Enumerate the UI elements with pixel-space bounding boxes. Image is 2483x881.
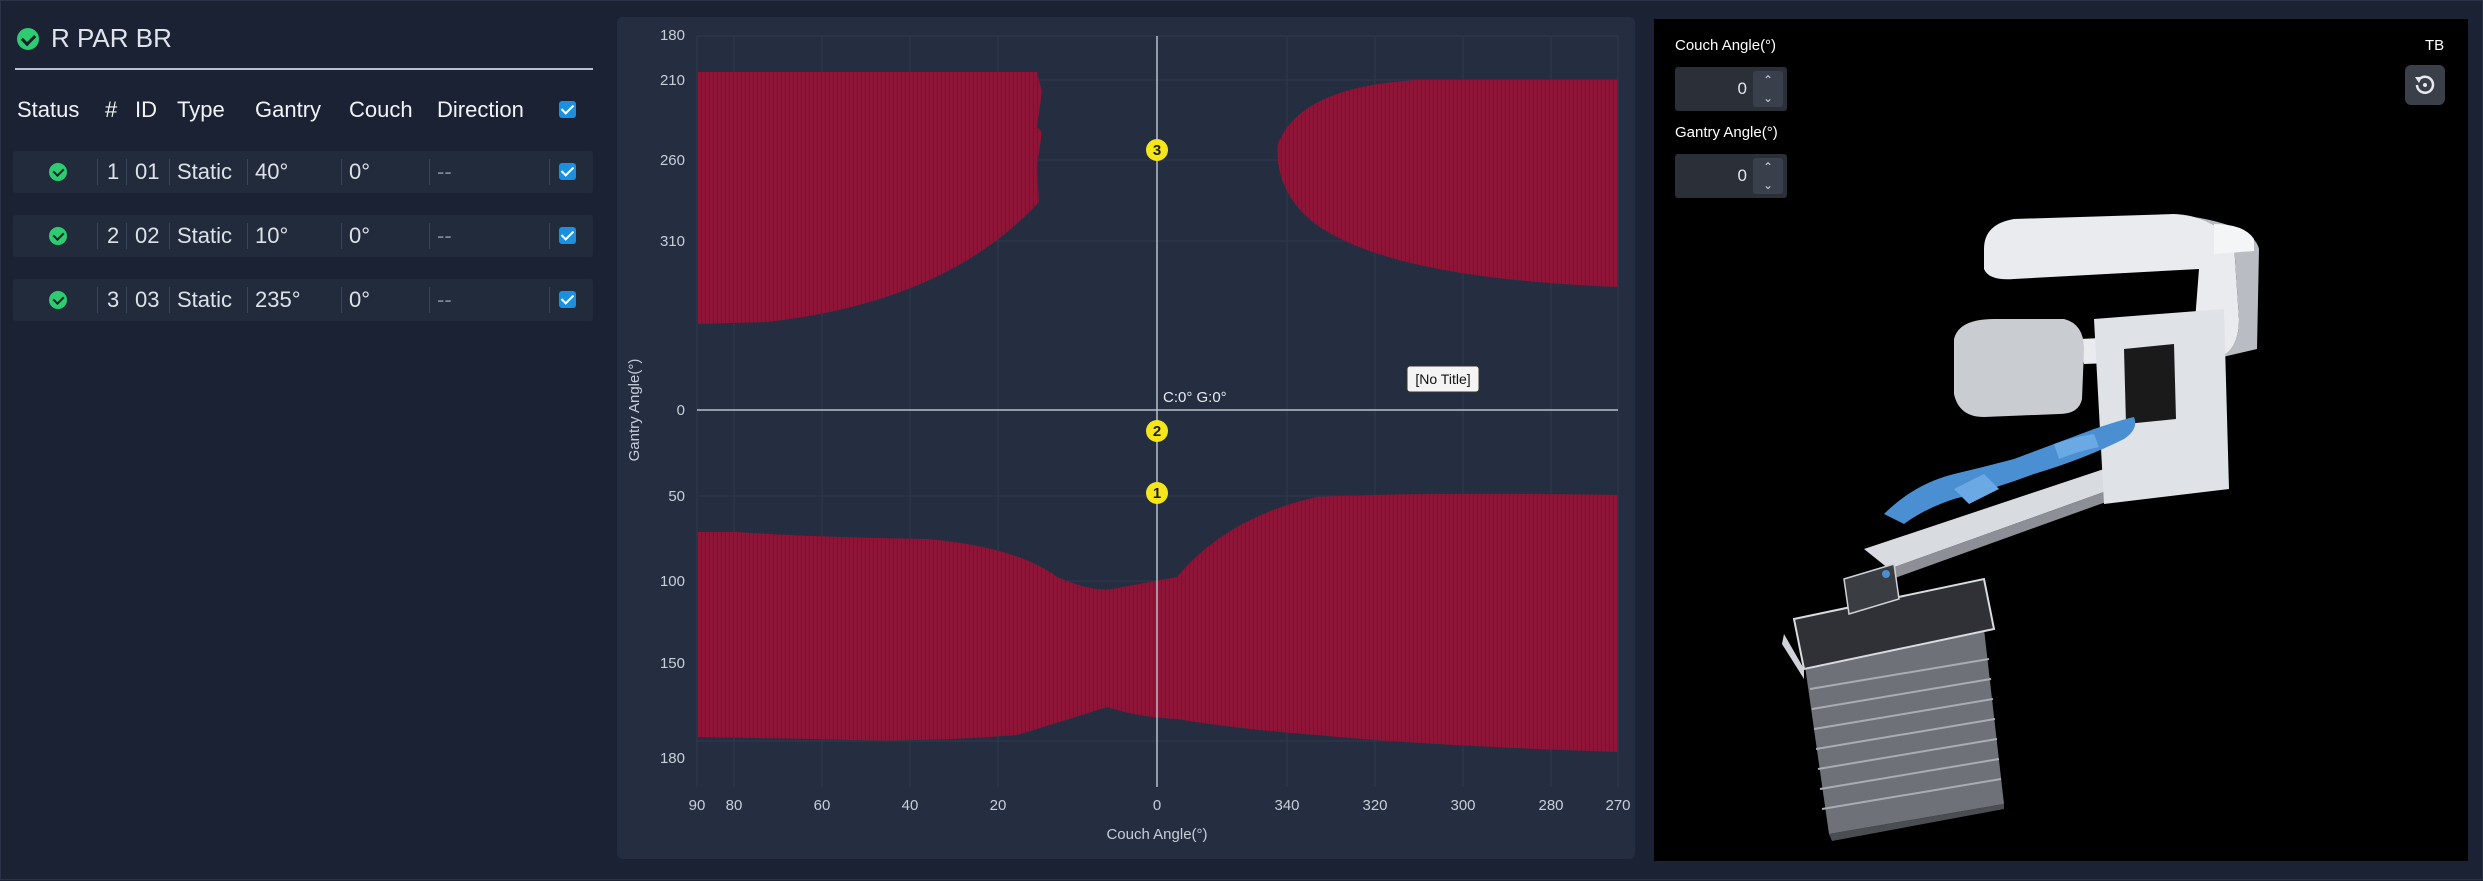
rotate-reset-icon bbox=[2415, 75, 2435, 94]
chevron-down-icon[interactable]: ⌄ bbox=[1762, 178, 1774, 192]
svg-text:2: 2 bbox=[1153, 423, 1161, 440]
x-tick-label: 60 bbox=[814, 797, 831, 814]
status-ok-icon bbox=[49, 291, 67, 309]
chevron-up-icon[interactable]: ⌃ bbox=[1762, 73, 1774, 87]
chevron-down-icon[interactable]: ⌄ bbox=[1762, 91, 1774, 105]
gantry-angle-input[interactable]: 0 ⌃ ⌄ bbox=[1675, 154, 1787, 198]
svg-text:[No Title]: [No Title] bbox=[1415, 371, 1470, 387]
table-row[interactable]: 1 01 Static 40° 0° -- bbox=[13, 151, 593, 193]
y-tick-label: 100 bbox=[660, 573, 685, 590]
status-ok-icon bbox=[49, 163, 67, 181]
status-ok-icon bbox=[49, 227, 67, 245]
couch-base bbox=[1782, 577, 2004, 841]
reset-view-button[interactable] bbox=[2405, 65, 2445, 105]
beam-marker-1[interactable]: 1 bbox=[1146, 482, 1168, 504]
row-direction: -- bbox=[437, 287, 452, 312]
collision-region bbox=[697, 72, 1042, 324]
couch-top bbox=[1843, 459, 2156, 615]
row-gantry: 235° bbox=[255, 287, 301, 312]
chart-tooltip: [No Title] bbox=[1406, 365, 1480, 393]
x-tick-label: 20 bbox=[990, 797, 1007, 814]
row-couch: 0° bbox=[349, 223, 371, 248]
row-checkbox[interactable] bbox=[559, 291, 576, 308]
y-tick-label: 0 bbox=[677, 402, 685, 419]
row-checkbox[interactable] bbox=[559, 227, 576, 244]
row-type: Static bbox=[177, 287, 233, 312]
x-tick-label: 270 bbox=[1605, 797, 1630, 814]
3d-view-panel[interactable]: Couch Angle(°) TB 0 ⌃ ⌄ Gantry Angle(°) … bbox=[1654, 19, 2468, 861]
y-tick-label: 260 bbox=[660, 152, 685, 169]
beam-marker-3[interactable]: 3 bbox=[1146, 139, 1168, 161]
x-tick-label: 320 bbox=[1362, 797, 1387, 814]
header-status: Status bbox=[17, 97, 80, 122]
table-row[interactable]: 2 02 Static 10° 0° -- bbox=[13, 215, 593, 257]
plan-header: R PAR BR bbox=[17, 23, 172, 54]
couch-angle-value[interactable]: 0 bbox=[1737, 79, 1747, 98]
row-id: 02 bbox=[135, 223, 160, 248]
row-type: Static bbox=[177, 223, 233, 248]
y-axis-title: Gantry Angle(°) bbox=[626, 359, 643, 462]
svg-text:1: 1 bbox=[1153, 485, 1161, 502]
x-tick-label: 300 bbox=[1450, 797, 1475, 814]
couch-angle-stepper[interactable]: ⌃ ⌄ bbox=[1753, 71, 1783, 107]
row-couch: 0° bbox=[349, 287, 371, 312]
y-tick-label: 210 bbox=[660, 72, 685, 89]
couch-angle-input[interactable]: 0 ⌃ ⌄ bbox=[1675, 67, 1787, 111]
x-tick-label: 340 bbox=[1274, 797, 1299, 814]
table-row[interactable]: 3 03 Static 235° 0° -- bbox=[13, 279, 593, 321]
svg-text:3: 3 bbox=[1153, 142, 1161, 159]
row-direction: -- bbox=[437, 223, 452, 248]
check-circle-icon bbox=[17, 27, 39, 50]
crosshair-label: C:0° G:0° bbox=[1163, 389, 1227, 406]
row-num: 3 bbox=[107, 287, 120, 312]
gantry-angle-value[interactable]: 0 bbox=[1737, 166, 1747, 185]
collision-region bbox=[1277, 80, 1618, 287]
linac-3d-model bbox=[1782, 214, 2259, 841]
header-direction: Direction bbox=[437, 97, 524, 122]
row-gantry: 10° bbox=[255, 223, 289, 248]
x-tick-label: 80 bbox=[726, 797, 743, 814]
header-type: Type bbox=[177, 97, 225, 122]
plan-title: R PAR BR bbox=[51, 23, 172, 53]
y-tick-label: 150 bbox=[660, 655, 685, 672]
chevron-up-icon[interactable]: ⌃ bbox=[1762, 160, 1774, 174]
gantry bbox=[1954, 214, 2259, 504]
row-id: 01 bbox=[135, 159, 160, 184]
row-num: 1 bbox=[107, 159, 120, 184]
row-checkbox[interactable] bbox=[559, 163, 576, 180]
row-gantry: 40° bbox=[255, 159, 289, 184]
x-tick-label: 40 bbox=[902, 797, 919, 814]
corner-label: TB bbox=[2425, 37, 2445, 54]
row-num: 2 bbox=[107, 223, 120, 248]
gantry-angle-stepper[interactable]: ⌃ ⌄ bbox=[1753, 158, 1783, 194]
collision-chart[interactable]: C:0° G:0° [No Title] 3 2 1 180 210 260 310 0… bbox=[617, 17, 1635, 859]
row-type: Static bbox=[177, 159, 233, 184]
x-tick-label: 90 bbox=[689, 797, 706, 814]
beam-marker-2[interactable]: 2 bbox=[1146, 420, 1168, 442]
x-tick-label: 0 bbox=[1153, 797, 1161, 814]
select-all-checkbox[interactable] bbox=[559, 101, 576, 118]
header-num: # bbox=[105, 97, 118, 122]
gantry-angle-label: Gantry Angle(°) bbox=[1675, 124, 1778, 141]
field-list-panel: R PAR BR Status # ID Type Gantry Couch D… bbox=[1, 1, 607, 881]
divider bbox=[15, 68, 593, 70]
row-direction: -- bbox=[437, 159, 452, 184]
x-axis-title: Couch Angle(°) bbox=[1106, 826, 1207, 843]
header-gantry: Gantry bbox=[255, 97, 322, 122]
couch-angle-label: Couch Angle(°) bbox=[1675, 37, 1777, 54]
x-tick-label: 280 bbox=[1538, 797, 1563, 814]
patient-body bbox=[1882, 417, 2136, 578]
collision-chart-panel[interactable]: C:0° G:0° [No Title] 3 2 1 180 210 260 310 0… bbox=[617, 17, 1635, 859]
header-couch: Couch bbox=[349, 97, 413, 122]
y-tick-label: 180 bbox=[660, 750, 685, 767]
row-couch: 0° bbox=[349, 159, 371, 184]
y-tick-label: 310 bbox=[660, 233, 685, 250]
y-tick-label: 180 bbox=[660, 27, 685, 44]
header-id: ID bbox=[135, 97, 157, 122]
y-tick-label: 50 bbox=[668, 488, 685, 505]
row-id: 03 bbox=[135, 287, 160, 312]
